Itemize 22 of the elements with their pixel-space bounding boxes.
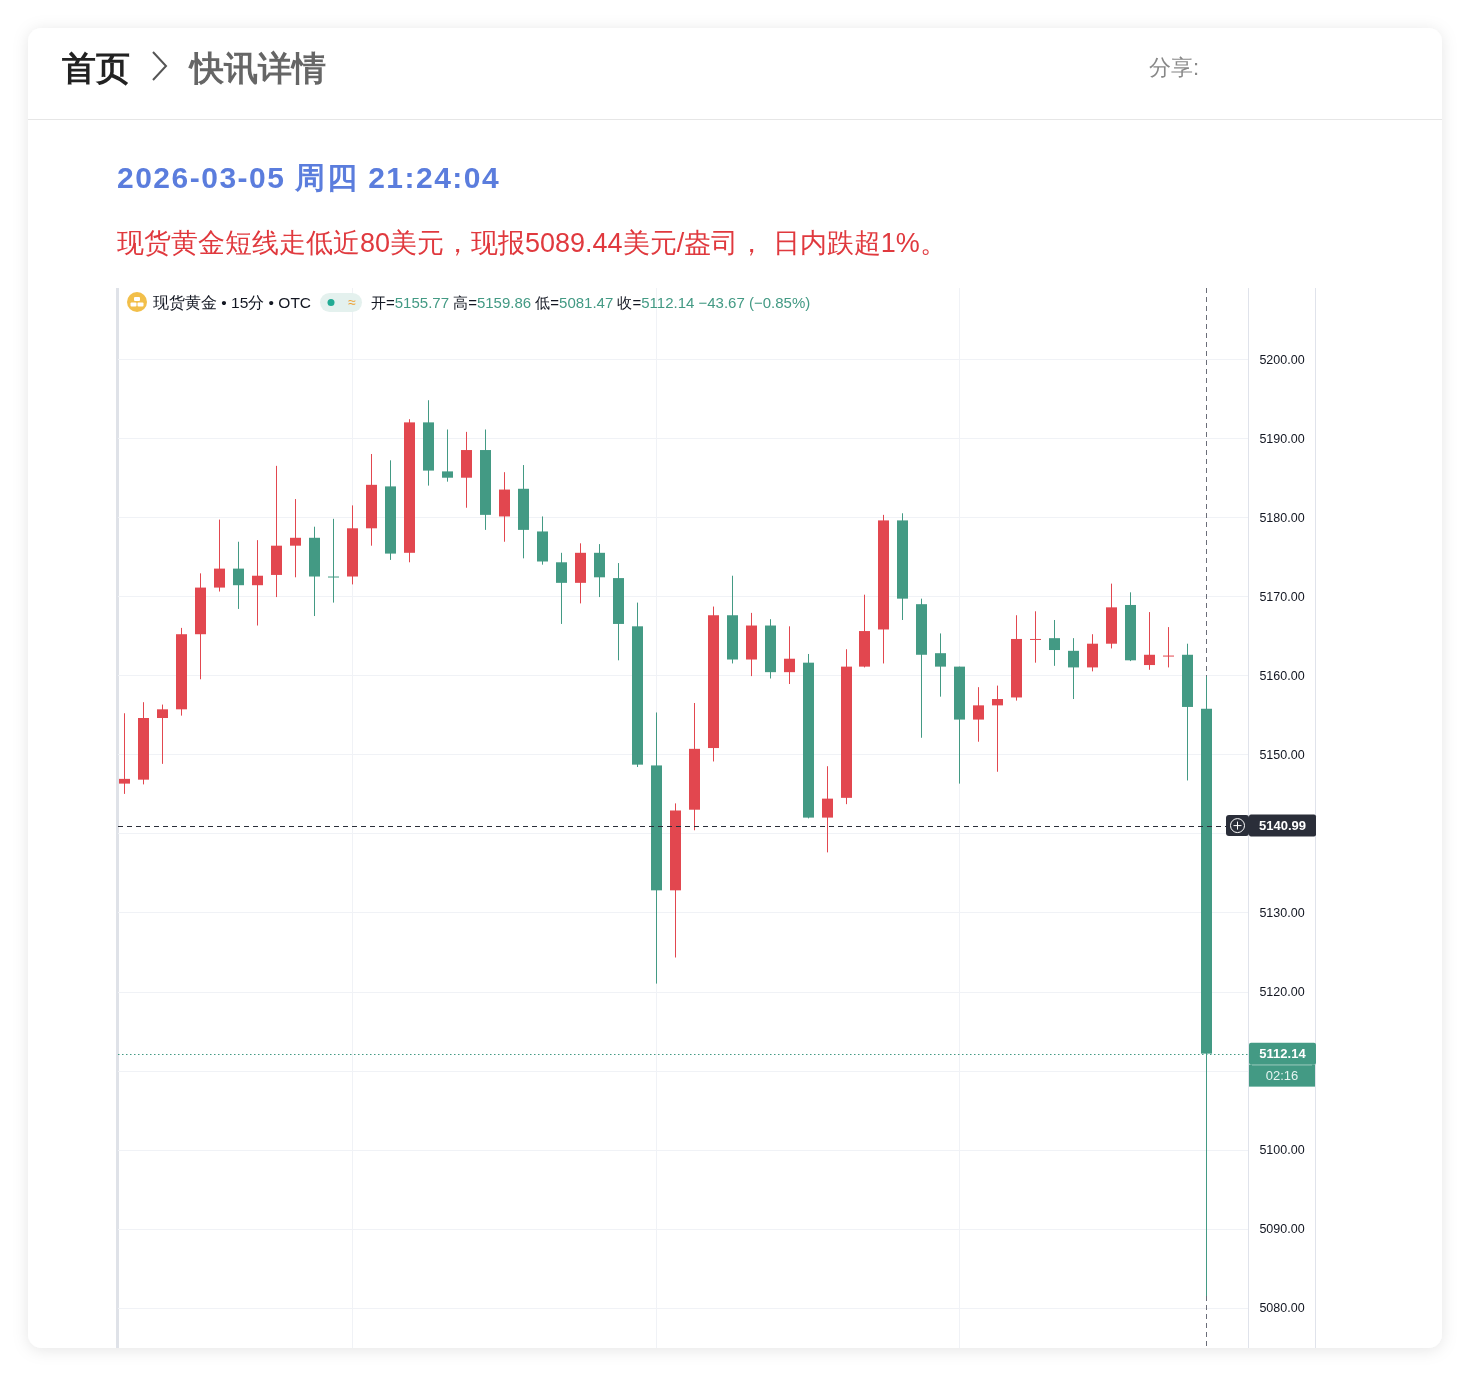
ref-line-label: 5140.99: [1259, 818, 1306, 834]
y-tick-label: 5130.00: [1259, 905, 1305, 920]
annotation: 02:16: [1265, 1068, 1299, 1084]
y-tick-label: 5180.00: [1259, 510, 1305, 525]
annotation: 首页: [62, 49, 130, 87]
annotation: 现货黄金 • 15分 • OTC: [153, 294, 312, 311]
subtitle: 2026-03-05 周四 21:24:04: [117, 161, 501, 194]
y-tick-label: 5090.00: [1259, 1222, 1305, 1237]
y-tick-label: 5190.00: [1259, 431, 1305, 446]
ref-line-label: 5112.14: [1259, 1046, 1306, 1062]
y-tick-label: 5080.00: [1259, 1301, 1305, 1316]
title: 现货黄金短线走低近80美元，现报5089.44美元/盎司， 日内跌超1%。: [117, 228, 947, 258]
annotation: 快讯详情: [190, 49, 326, 87]
y-tick-label: 5150.00: [1259, 747, 1305, 762]
y-tick-label: 5170.00: [1259, 589, 1305, 604]
annotation: 开=5155.77 高=5159.86 低=5081.47 收=5112.14 −43.67 (−0.85%): [371, 294, 811, 311]
y-tick-label: 5160.00: [1259, 668, 1305, 683]
annotation: ≈: [348, 294, 356, 310]
y-tick-label: 5100.00: [1259, 1143, 1305, 1158]
y-tick-label: 5120.00: [1259, 985, 1305, 999]
annotation: 分享:: [1149, 55, 1200, 80]
y-tick-label: 5200.00: [1259, 352, 1305, 367]
